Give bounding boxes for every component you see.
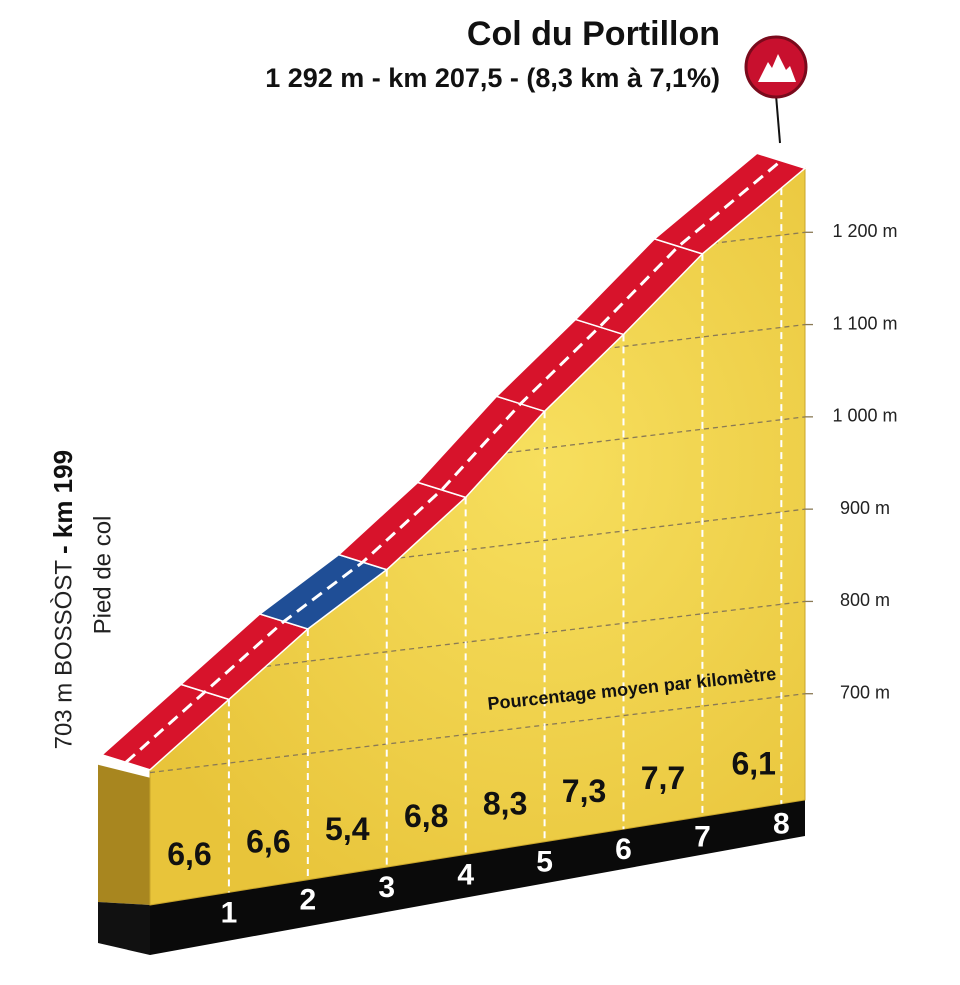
- base-band: [150, 800, 805, 955]
- terrain: [149, 167, 806, 906]
- y-tick-label: 1 200 m: [832, 221, 897, 241]
- chart-subtitle: 1 292 m - km 207,5 - (8,3 km à 7,1%): [265, 63, 720, 93]
- y-tick-label: 1 000 m: [832, 406, 897, 426]
- y-tick-label: 700 m: [840, 682, 890, 702]
- gradient-label: 6,6: [167, 836, 211, 872]
- gradient-label: 8,3: [483, 786, 527, 822]
- x-tick-label: 4: [457, 858, 474, 891]
- chart-title: Col du Portillon: [467, 15, 720, 53]
- y-tick-label: 1 100 m: [832, 313, 897, 333]
- gradient-label: 6,1: [731, 746, 775, 782]
- x-tick-label: 2: [299, 884, 316, 917]
- x-tick-label: 6: [615, 833, 632, 866]
- side-face: [98, 764, 150, 905]
- summit-icon: [744, 35, 808, 144]
- y-tick-label: 900 m: [840, 498, 890, 518]
- foot-label: 703 m BOSSÒST - km 199: [48, 450, 78, 749]
- road-centerline: [125, 159, 782, 764]
- side-base: [98, 902, 150, 955]
- gradient-label: 6,6: [246, 823, 290, 859]
- x-tick-label: 1: [221, 896, 238, 929]
- gradient-label: 7,7: [641, 760, 685, 796]
- gradient-label: 7,3: [562, 773, 606, 809]
- grid-line: [150, 693, 805, 774]
- x-tick-label: 3: [378, 871, 395, 904]
- x-tick-label: 8: [773, 808, 790, 841]
- gradient-label: 5,4: [325, 811, 370, 847]
- gradient-label: 6,8: [404, 798, 448, 834]
- y-tick-label: 800 m: [840, 590, 890, 610]
- foot-altitude: 703 m BOSSÒST: [50, 560, 77, 750]
- foot-note: Pied de col: [89, 516, 116, 635]
- x-tick-label: 5: [536, 846, 553, 879]
- x-tick-label: 7: [694, 820, 711, 853]
- foot-km: - km 199: [48, 450, 78, 554]
